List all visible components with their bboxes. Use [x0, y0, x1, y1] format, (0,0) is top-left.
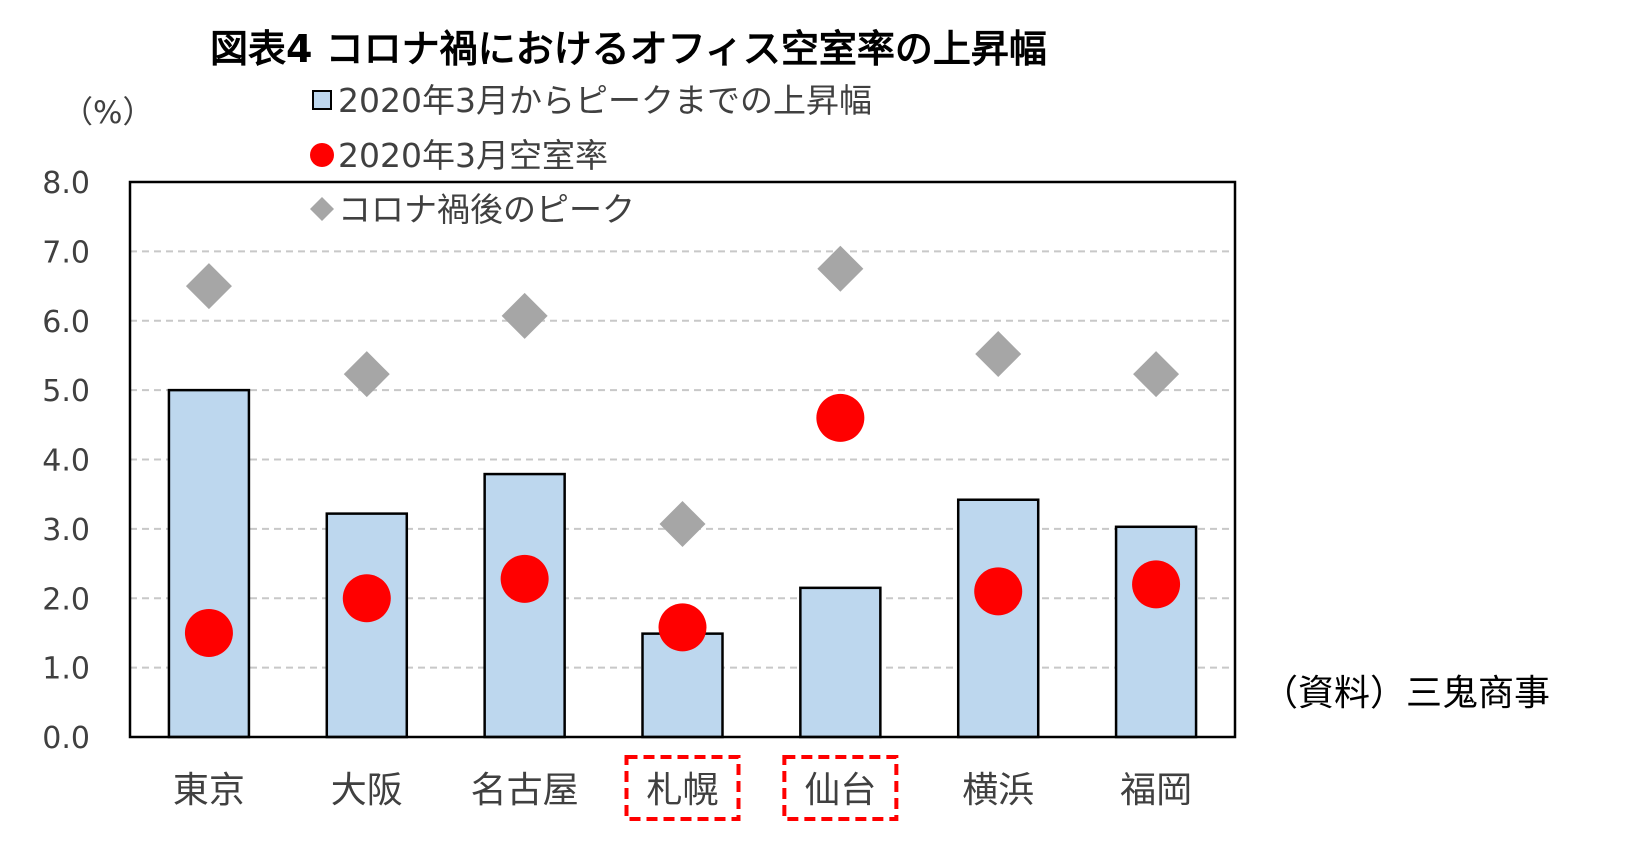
diamond-marker	[501, 292, 548, 339]
circle-marker	[184, 608, 233, 657]
legend-swatch-diamond	[310, 197, 334, 221]
legend-label-bar: 2020年3月からピークまでの上昇幅	[338, 81, 872, 120]
bar-series	[167, 388, 1198, 739]
diamond-marker	[975, 331, 1022, 378]
category-highlight-boxes	[624, 755, 899, 821]
x-tick-label: 東京	[173, 770, 245, 811]
bar	[483, 472, 566, 739]
x-tick-label: 札幌	[646, 770, 718, 811]
legend: 2020年3月からピークまでの上昇幅 2020年3月空室率 コロナ禍後のピーク	[310, 81, 872, 229]
diamond-marker	[343, 351, 390, 398]
x-tick-label: 横浜	[962, 770, 1034, 811]
bar	[325, 512, 409, 739]
y-tick-label: 3.0	[42, 513, 90, 548]
source-note: （資料）三鬼商事	[1262, 673, 1550, 714]
plot-area-border	[128, 180, 1237, 739]
legend-swatch-circle	[310, 143, 334, 167]
y-axis-unit: （%）	[62, 95, 153, 131]
circle-series	[184, 393, 1181, 657]
legend-label-diamond: コロナ禍後のピーク	[338, 190, 635, 229]
diamond-marker	[817, 245, 864, 292]
x-tick-label: 名古屋	[471, 770, 579, 811]
legend-label-circle: 2020年3月空室率	[338, 136, 608, 175]
diamond-series	[185, 245, 1180, 548]
circle-marker	[500, 554, 549, 603]
x-tick-label: 福岡	[1120, 770, 1192, 811]
bar	[956, 498, 1040, 739]
highlight-box	[624, 755, 741, 821]
bar	[799, 586, 882, 739]
x-axis-labels: 東京 大阪 名古屋 札幌 仙台 横浜 福岡	[173, 770, 1192, 811]
highlight-box	[782, 755, 899, 821]
y-tick-label: 4.0	[42, 444, 90, 479]
y-tick-label: 5.0	[42, 374, 90, 409]
circle-marker	[658, 603, 707, 652]
diamond-marker	[1133, 351, 1180, 398]
circle-marker	[974, 567, 1023, 616]
bar	[167, 388, 251, 739]
y-tick-label: 2.0	[42, 582, 90, 617]
y-tick-label: 0.0	[42, 721, 90, 756]
x-tick-label: 大阪	[331, 770, 403, 811]
bar	[1114, 525, 1198, 739]
y-tick-label: 6.0	[42, 305, 90, 340]
circle-marker	[342, 574, 391, 623]
legend-swatch-bar	[312, 90, 332, 110]
circle-marker	[816, 393, 865, 442]
y-tick-label: 7.0	[42, 235, 90, 270]
x-tick-label: 仙台	[804, 770, 876, 811]
circle-marker	[1132, 560, 1181, 609]
chart-title: 図表4 コロナ禍におけるオフィス空室率の上昇幅	[210, 27, 1047, 71]
y-tick-label: 8.0	[42, 166, 90, 201]
diamond-marker	[185, 263, 232, 310]
y-axis-ticks: 0.0 1.0 2.0 3.0 4.0 5.0 6.0 7.0 8.0	[42, 166, 90, 756]
diamond-marker	[659, 501, 706, 548]
y-tick-label: 1.0	[42, 652, 90, 687]
